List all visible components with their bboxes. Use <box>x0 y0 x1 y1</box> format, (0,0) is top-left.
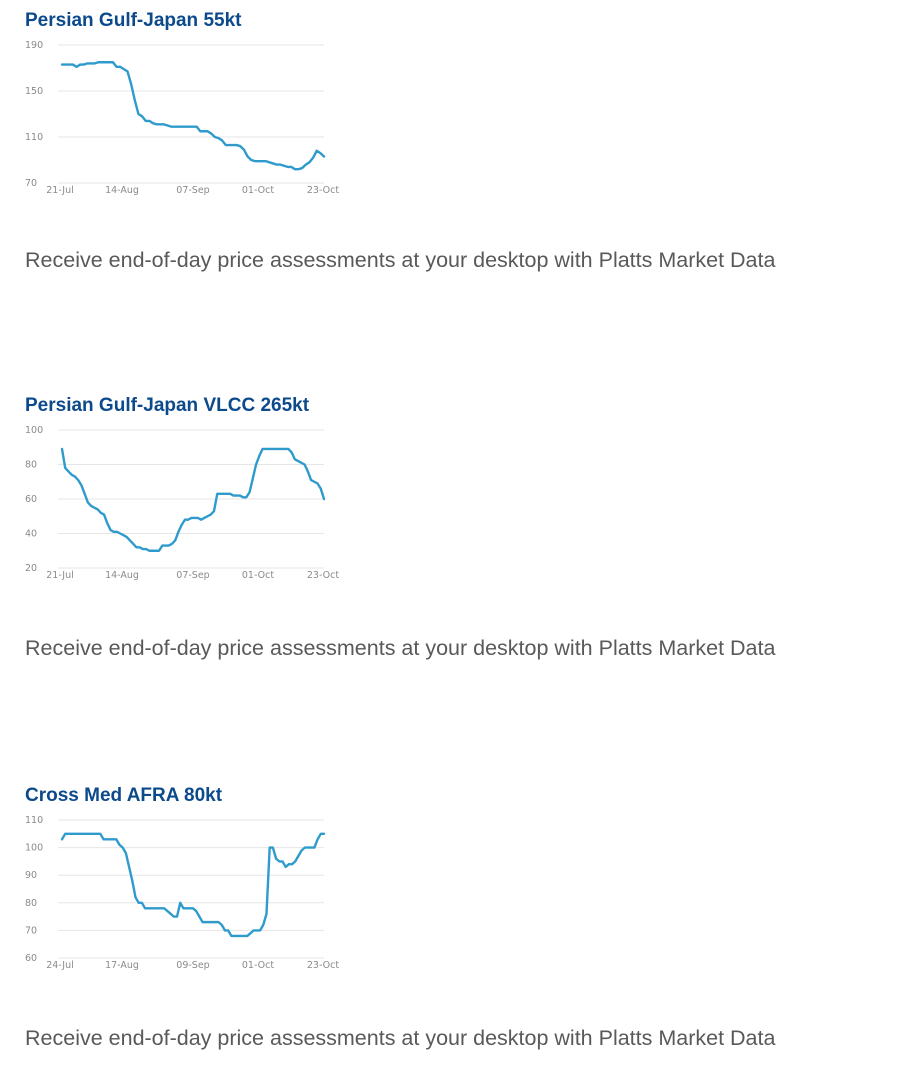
x-tick-label: 01-Oct <box>242 185 274 196</box>
x-tick-label: 09-Sep <box>176 960 209 971</box>
chart-title: Persian Gulf-Japan VLCC 265kt <box>25 395 310 416</box>
x-tick-label: 01-Oct <box>242 960 274 971</box>
y-tick-label: 80 <box>25 460 37 471</box>
y-tick-label: 190 <box>25 40 43 51</box>
y-tick-label: 40 <box>25 529 37 540</box>
x-tick-label: 23-Oct <box>307 570 339 581</box>
chart-caption: Receive end-of-day price assessments at … <box>25 248 776 272</box>
y-tick-label: 70 <box>25 178 37 189</box>
x-tick-label: 01-Oct <box>242 570 274 581</box>
x-tick-label: 21-Jul <box>46 570 74 581</box>
line-chart: 190 150 110 70 21-Jul 14-Aug 07-Sep 01-Oct 23-Oc… <box>25 40 339 196</box>
y-tick-label: 60 <box>25 953 37 964</box>
line-chart: 110 100 90 80 70 60 24-Jul 17-Aug 09-Sep 01-Oct 23… <box>25 815 339 971</box>
y-tick-label: 110 <box>25 132 43 143</box>
x-tick-label: 23-Oct <box>307 185 339 196</box>
y-tick-label: 90 <box>25 870 37 881</box>
y-tick-label: 110 <box>25 815 43 826</box>
y-tick-label: 70 <box>25 925 37 936</box>
x-tick-label: 23-Oct <box>307 960 339 971</box>
x-tick-label: 07-Sep <box>176 185 209 196</box>
chart-title: Cross Med AFRA 80kt <box>25 785 223 806</box>
chart-caption: Receive end-of-day price assessments at … <box>25 1026 776 1050</box>
y-tick-label: 60 <box>25 494 37 505</box>
y-tick-label: 80 <box>25 898 37 909</box>
x-tick-label: 24-Jul <box>46 960 74 971</box>
chart-caption: Receive end-of-day price assessments at … <box>25 636 776 660</box>
x-tick-label: 07-Sep <box>176 570 209 581</box>
y-tick-label: 150 <box>25 86 43 97</box>
series-line <box>60 447 326 552</box>
x-tick-label: 14-Aug <box>105 185 139 196</box>
y-tick-label: 100 <box>25 843 43 854</box>
line-chart: 100 80 60 40 20 21-Jul 14-Aug 07-Sep 01-Oct 23-Oc… <box>25 425 339 581</box>
y-tick-label: 100 <box>25 425 43 436</box>
x-tick-label: 21-Jul <box>46 185 74 196</box>
series-line <box>60 832 326 938</box>
y-tick-label: 20 <box>25 563 37 574</box>
x-tick-label: 14-Aug <box>105 570 139 581</box>
x-tick-label: 17-Aug <box>105 960 139 971</box>
series-line <box>60 61 326 171</box>
chart-title: Persian Gulf-Japan 55kt <box>25 10 242 31</box>
